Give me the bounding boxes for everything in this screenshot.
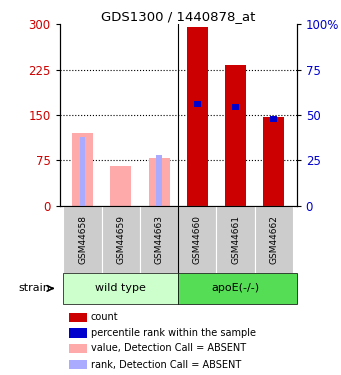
Text: rank, Detection Call = ABSENT: rank, Detection Call = ABSENT	[91, 360, 241, 369]
Bar	[69, 328, 87, 338]
Bar	[102, 206, 140, 273]
Text: GSM44659: GSM44659	[116, 215, 125, 264]
Bar	[69, 344, 87, 353]
Text: GSM44658: GSM44658	[78, 215, 87, 264]
Bar	[149, 159, 169, 206]
Bar	[270, 116, 278, 122]
Bar	[69, 313, 87, 322]
Bar	[157, 156, 162, 206]
Bar	[72, 133, 93, 206]
Text: strain: strain	[18, 284, 50, 293]
Bar	[232, 104, 239, 110]
Bar	[187, 27, 208, 206]
Text: GSM44663: GSM44663	[154, 215, 164, 264]
Text: wild type: wild type	[95, 284, 146, 293]
Bar	[194, 101, 201, 107]
Bar	[255, 206, 293, 273]
Text: count: count	[91, 312, 118, 322]
Bar	[178, 273, 297, 304]
Bar	[63, 206, 102, 273]
Bar	[69, 360, 87, 369]
Bar	[140, 206, 178, 273]
Bar	[80, 137, 85, 206]
Text: value, Detection Call = ABSENT: value, Detection Call = ABSENT	[91, 344, 246, 353]
Text: percentile rank within the sample: percentile rank within the sample	[91, 328, 256, 338]
Text: apoE(-/-): apoE(-/-)	[211, 284, 260, 293]
Bar	[110, 166, 131, 206]
Text: GSM44661: GSM44661	[231, 215, 240, 264]
Title: GDS1300 / 1440878_at: GDS1300 / 1440878_at	[101, 10, 255, 23]
Bar	[263, 117, 284, 206]
Bar	[217, 206, 255, 273]
Text: GSM44662: GSM44662	[269, 215, 278, 264]
Bar	[225, 66, 246, 206]
Bar	[178, 206, 217, 273]
Bar	[63, 273, 178, 304]
Text: GSM44660: GSM44660	[193, 215, 202, 264]
